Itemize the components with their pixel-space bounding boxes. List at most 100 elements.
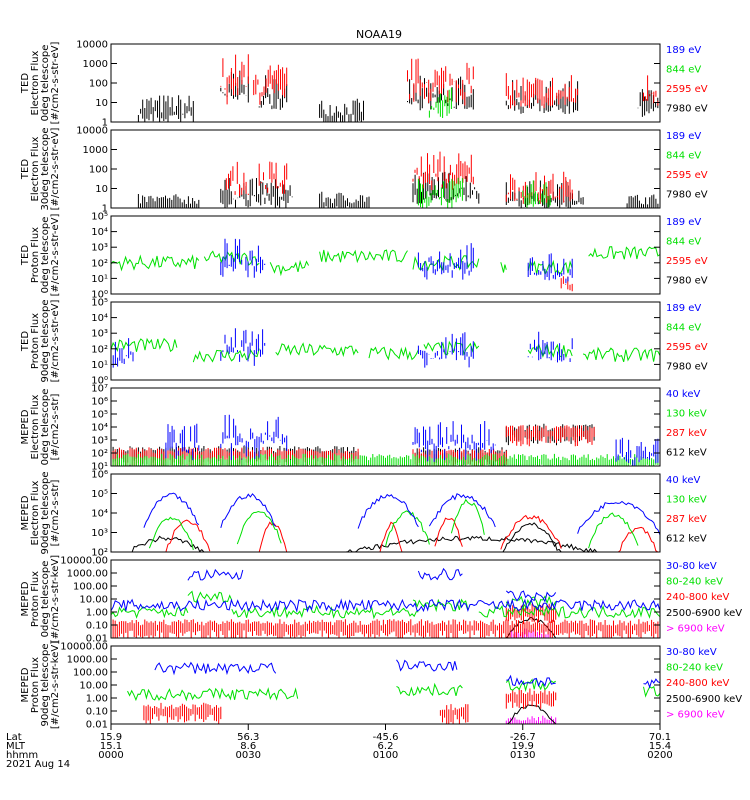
y-axis-label-line: [#/cm2-s-str] — [50, 393, 61, 460]
series-trace — [478, 604, 661, 619]
series-30-80-kev — [110, 567, 661, 613]
x-tick-label-lat: -26.7 — [510, 732, 536, 743]
series-40-kev — [143, 492, 661, 536]
y-tick-label: 0.10 — [86, 621, 108, 632]
series-trace — [527, 253, 573, 284]
series-trace — [258, 521, 288, 553]
panel-frame — [110, 129, 661, 209]
y-axis-label-line: Proton Flux — [30, 571, 41, 627]
series-trace — [522, 180, 551, 208]
series-612-kev — [110, 423, 595, 466]
legend-entry: 130 keV — [666, 495, 707, 506]
y-tick-label: 1 — [102, 204, 108, 215]
y-axis-label: MEPEDElectron Flux90deg telescope[#/cm2-… — [20, 471, 61, 554]
panel-frame — [110, 301, 661, 381]
series-trace — [428, 87, 452, 118]
legend-entry: 2595 eV — [666, 84, 708, 95]
series-trace — [505, 677, 556, 693]
series-844-ev — [428, 87, 452, 118]
series-trace — [616, 526, 660, 553]
x-row-label: hhmm — [6, 750, 38, 761]
series-trace — [110, 606, 189, 619]
series-trace — [225, 161, 249, 196]
panel-7: 0.010.101.0010.00100.001000.0010000.00ME… — [20, 555, 742, 645]
y-axis-label: MEPEDProton Flux90deg telescope[#/cm2-s-… — [20, 641, 61, 729]
y-tick-label: 1.00 — [86, 694, 108, 705]
y-tick-label: 1000 — [83, 145, 108, 156]
y-tick-label: 100.00 — [73, 582, 108, 593]
series-trace — [505, 73, 579, 109]
y-tick-label: 1000.00 — [67, 569, 108, 580]
series-2500-6900-kev — [506, 704, 557, 725]
series-trace — [527, 259, 573, 277]
series-trace — [637, 89, 661, 118]
y-tick-label: 10⁶ — [91, 397, 108, 408]
y-tick-label: 10⁵ — [91, 489, 108, 500]
series-trace — [253, 64, 288, 105]
x-tick-label-mlt: 15.1 — [100, 741, 122, 752]
y-axis-label-line: Electron Flux — [30, 50, 41, 115]
series-trace — [286, 535, 660, 553]
series-844-ev — [110, 246, 661, 277]
panel-frame — [110, 473, 661, 553]
series-trace — [379, 521, 403, 553]
x-tick-label-lat: 70.1 — [649, 732, 671, 743]
panel-5: 10¹ 10² 10³ 10⁴ 10⁵ 10⁶ 10⁷ MEPEDElectron Flux0… — [20, 384, 707, 473]
y-tick-label: 10 — [95, 184, 108, 195]
y-tick-label: 0.10 — [86, 707, 108, 718]
legend-entry: 189 eV — [666, 131, 701, 142]
series-trace — [505, 590, 557, 603]
series-trace — [187, 590, 233, 603]
y-axis-label: TEDElectron Flux0deg telescope[#/cm2-s-s… — [20, 42, 61, 125]
series-287-kev — [165, 514, 660, 553]
series-612-kev — [111, 522, 660, 553]
series-30-80-kev — [154, 659, 661, 689]
series-trace — [439, 704, 469, 724]
y-tick-label: 10¹ — [91, 462, 108, 473]
y-tick-label: 10⁵ — [91, 298, 108, 309]
series-trace — [412, 598, 469, 613]
y-tick-label: 10⁰ — [91, 290, 108, 301]
y-tick-label: 10³ — [91, 528, 108, 539]
y-tick-label: 10000 — [76, 126, 108, 137]
y-axis-label: TEDProton Flux0deg telescope[#/cm2-s-str… — [20, 214, 61, 297]
y-tick-label: 10000 — [76, 40, 108, 51]
y-tick-label: 0.01 — [86, 720, 108, 731]
series-240-800-kev — [110, 603, 661, 638]
series-trace — [396, 682, 463, 697]
y-axis-label-line: [#/cm2-s-str-eV] — [50, 128, 61, 211]
y-axis-label: TEDProton Flux90deg telescope[#/cm2-s-st… — [20, 299, 61, 382]
y-tick-label: 1 — [102, 118, 108, 129]
series-trace — [412, 151, 474, 191]
series-trace — [560, 276, 573, 292]
y-tick-label: 10⁴ — [91, 509, 108, 520]
panel-1: 1 10 100 1000 10000 TEDElectron Flux0deg tele… — [20, 40, 708, 129]
x-tick-label-lat: 56.3 — [237, 732, 259, 743]
y-tick-label: 10⁵ — [91, 212, 108, 223]
y-tick-label: 10³ — [91, 243, 108, 254]
series-trace — [236, 510, 282, 545]
y-axis-label-line: MEPED — [20, 581, 31, 616]
x-row-label: MLT — [6, 741, 26, 752]
series-trace — [417, 177, 463, 208]
y-axis-label-line: [#/cm2-s-str-keV] — [50, 555, 61, 643]
y-axis-label-line: [#/cm2-s-str-eV] — [50, 214, 61, 297]
y-tick-label: 1000 — [83, 59, 108, 70]
y-tick-label: 100 — [89, 79, 108, 90]
y-tick-label: 10⁷ — [91, 384, 108, 395]
legend-entry: 2595 eV — [666, 256, 708, 267]
series-trace — [417, 243, 474, 280]
series-trace — [626, 194, 661, 208]
series-trace — [220, 238, 266, 278]
series-trace — [143, 492, 200, 528]
y-axis-label-line: TED — [20, 245, 31, 266]
y-axis-label-line: Proton Flux — [30, 313, 41, 369]
x-tick-label-hhmm: 0130 — [510, 750, 535, 761]
y-tick-label: 10² — [91, 449, 108, 460]
series-trace — [192, 348, 260, 363]
series-trace — [643, 678, 661, 689]
series-trace — [165, 423, 200, 461]
y-tick-label: 10¹ — [91, 360, 108, 371]
series-trace — [319, 98, 364, 122]
